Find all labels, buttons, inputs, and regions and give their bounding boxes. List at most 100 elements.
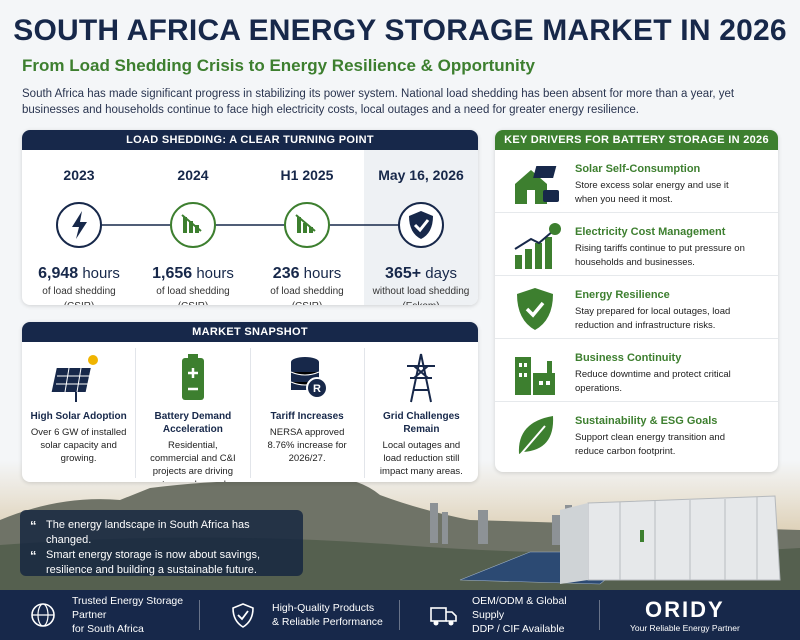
amount-line: 1,656 hours (136, 265, 250, 283)
unit: hours (303, 265, 342, 282)
driver-text: Stay prepared for local outages, load re… (575, 306, 731, 331)
description: of load shedding (42, 286, 116, 297)
snapshot-icon (373, 348, 470, 410)
amount: 6,948 (38, 265, 79, 282)
driver-item: Sustainability & ESG Goals Support clean … (495, 402, 778, 465)
amount: 236 (272, 265, 300, 282)
footer-line: & Reliable Performance (272, 616, 383, 628)
brand-block: ORIDY Your Reliable Energy Partner (600, 597, 740, 633)
timeline-panel: LOAD SHEDDING: A CLEAR TURNING POINT 202… (22, 130, 478, 305)
quote-mark: “ (30, 518, 37, 533)
footer-item: Trusted Energy Storage Partner for South … (0, 595, 200, 635)
driver-icon (495, 150, 575, 212)
snapshot-item: Battery Demand Acceleration Residential, … (136, 348, 251, 482)
icon (430, 607, 457, 626)
driver-icon (495, 213, 575, 275)
snapshot-title: Grid Challenges Remain (383, 411, 460, 435)
icon (515, 166, 559, 204)
source: (Eskom) (364, 301, 478, 305)
snapshot: High Solar Adoption Over 6 GW of installe… (22, 342, 478, 482)
icon (518, 416, 554, 455)
period: 2024 (177, 167, 209, 183)
footer-line: for South Africa (72, 623, 144, 635)
quote-line: “ The energy landscape in South Africa ha… (30, 518, 293, 548)
drivers-heading: KEY DRIVERS FOR BATTERY STORAGE IN 2026 (495, 130, 778, 150)
timeline-icon (22, 193, 136, 257)
icon (181, 354, 204, 400)
snapshot-panel: MARKET SNAPSHOT High Solar Adoption Over … (22, 322, 478, 482)
timeline-item: 2023 6,948 hours of load shedding (CSIR) (22, 150, 136, 305)
snapshot-item: High Solar Adoption Over 6 GW of installe… (22, 348, 137, 478)
snapshot-title: Tariff Increases (270, 411, 344, 422)
driver-text-block: Sustainability & ESG Goals Support clean … (575, 402, 750, 465)
driver-text-block: Business Continuity Reduce downtime and p… (575, 339, 750, 401)
icon: R (290, 357, 329, 399)
driver-title: Sustainability & ESG Goals (575, 415, 718, 427)
footer-line: High-Quality Products (272, 602, 375, 614)
source: (CSIR) (136, 301, 250, 305)
unit: days (425, 265, 457, 282)
unit: hours (82, 265, 120, 282)
amount: 365+ (385, 265, 422, 282)
icon (514, 223, 561, 269)
driver-icon (495, 339, 575, 401)
description: of load shedding (156, 286, 230, 297)
icon (364, 202, 444, 248)
timeline-heading: LOAD SHEDDING: A CLEAR TURNING POINT (22, 130, 478, 150)
driver-title: Energy Resilience (575, 289, 670, 301)
snapshot-heading: MARKET SNAPSHOT (22, 322, 478, 342)
footer-line: DDP / CIF Available (472, 623, 565, 635)
snapshot-item: R Tariff Increases NERSA approved 8.76% in… (251, 348, 365, 478)
amount-line: 365+ days (364, 265, 478, 283)
timeline-item: H1 2025 236 hours of load shedding (CSIR) (250, 150, 364, 305)
driver-title: Electricity Cost Management (575, 226, 726, 238)
footer-item: OEM/ODM & Global Supply DDP / CIF Availab… (400, 595, 600, 635)
snapshot-title: High Solar Adoption (30, 411, 127, 422)
snapshot-title: Battery Demand Acceleration (154, 411, 232, 435)
snapshot-icon: R (259, 348, 356, 410)
driver-title: Business Continuity (575, 352, 682, 364)
amount: 1,656 (152, 265, 193, 282)
snapshot-text: Residential, commercial and C&I projects… (150, 440, 236, 482)
subtitle: From Load Shedding Crisis to Energy Resi… (22, 56, 535, 75)
icon (517, 288, 553, 330)
driver-item: Energy Resilience Stay prepared for local… (495, 276, 778, 339)
timeline-item: 2024 1,656 hours of load shedding (CSIR) (136, 150, 250, 305)
brand-name: ORIDY (645, 597, 725, 622)
icon (515, 357, 555, 395)
period: 2023 (63, 167, 95, 183)
timeline-item: May 16, 2026 365+ days without load sheddi… (364, 150, 478, 305)
quote-text: Smart energy storage is now about saving… (46, 549, 261, 576)
snapshot-text: Local outages and load reduction still i… (379, 440, 463, 477)
footer-text: High-Quality Products & Reliable Performa… (272, 601, 383, 629)
driver-text-block: Electricity Cost Management Rising tariff… (575, 213, 750, 275)
description: of load shedding (270, 286, 344, 297)
amount-line: 6,948 hours (22, 265, 136, 283)
driver-title: Solar Self-Consumption (575, 163, 701, 175)
driver-text: Rising tariffs continue to put pressure … (575, 243, 745, 268)
snapshot-icon (30, 348, 127, 410)
driver-item: Business Continuity Reduce downtime and p… (495, 339, 778, 402)
svg-text:R: R (313, 383, 321, 395)
timeline-icon (364, 193, 478, 257)
drivers: Solar Self-Consumption Store excess solar… (495, 150, 778, 465)
quote-mark: “ (30, 548, 37, 563)
unit: hours (196, 265, 234, 282)
driver-text: Store excess solar energy and use it whe… (575, 180, 729, 205)
driver-text-block: Energy Resilience Stay prepared for local… (575, 276, 750, 338)
title: SOUTH AFRICA ENERGY STORAGE MARKET IN 20… (13, 14, 787, 47)
timeline-icon (136, 193, 250, 257)
footer-line: OEM/ODM & Global Supply (472, 595, 567, 621)
period: May 16, 2026 (378, 167, 464, 183)
driver-text: Support clean energy transition and redu… (575, 432, 725, 457)
driver-icon (495, 402, 575, 465)
amount-line: 236 hours (250, 265, 364, 283)
brand-tagline: Your Reliable Energy Partner (630, 623, 740, 633)
timeline-icon (250, 193, 364, 257)
source: (CSIR) (22, 301, 136, 305)
footer-line: Trusted Energy Storage Partner (72, 595, 184, 621)
icon (250, 202, 364, 248)
